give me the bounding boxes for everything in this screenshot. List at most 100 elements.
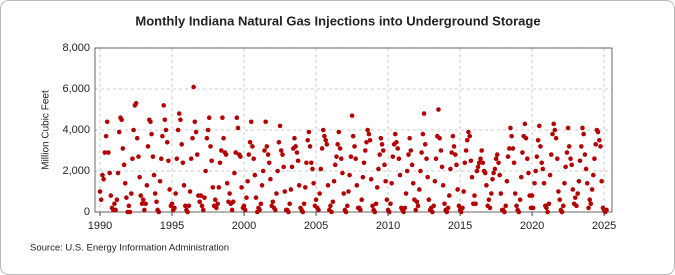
point [133, 101, 139, 106]
point [127, 209, 133, 215]
point [388, 201, 393, 207]
y-tick-label: 6,000 [62, 83, 90, 95]
point [310, 166, 315, 172]
point [493, 156, 499, 161]
point [149, 131, 154, 137]
point [347, 172, 352, 178]
point [259, 183, 265, 188]
point [137, 174, 142, 180]
point [199, 203, 205, 209]
point [475, 164, 481, 170]
point [121, 162, 127, 168]
point [293, 144, 298, 149]
point [353, 156, 358, 161]
point [348, 154, 354, 159]
point [366, 131, 372, 137]
point [286, 209, 291, 215]
point [335, 142, 340, 147]
point [173, 191, 178, 196]
point [130, 156, 135, 161]
point [598, 144, 603, 149]
point [251, 156, 257, 161]
point [287, 201, 293, 207]
point [187, 189, 193, 194]
point [444, 209, 450, 215]
point [202, 195, 207, 200]
point [384, 197, 390, 202]
point [474, 168, 480, 174]
point [541, 181, 547, 186]
point [337, 146, 343, 151]
point [456, 203, 462, 209]
point [296, 183, 302, 188]
point [278, 148, 284, 153]
x-tick-label: 2010 [376, 220, 400, 232]
point [593, 142, 599, 147]
point [554, 156, 560, 161]
point [266, 160, 272, 166]
point [305, 137, 311, 143]
point [378, 135, 384, 141]
point [341, 191, 347, 196]
point [568, 156, 573, 161]
point [424, 156, 429, 161]
point [604, 207, 609, 213]
point [223, 152, 229, 157]
point [257, 207, 262, 213]
point [304, 160, 309, 166]
point [590, 172, 596, 178]
point [546, 201, 552, 207]
point [498, 191, 504, 196]
point [151, 172, 157, 178]
point [238, 154, 243, 159]
x-tick-label: 2020 [520, 220, 544, 232]
point [386, 209, 392, 215]
point [221, 135, 226, 141]
point [363, 148, 368, 153]
point [208, 144, 213, 149]
point [492, 166, 498, 172]
point [410, 181, 416, 186]
point [484, 183, 489, 188]
point [104, 119, 110, 125]
point [230, 199, 236, 205]
point [311, 181, 316, 186]
point [394, 140, 399, 145]
point [143, 201, 148, 207]
point [345, 203, 350, 209]
point [561, 203, 566, 209]
point [530, 205, 536, 211]
point [192, 119, 198, 125]
point [540, 166, 546, 172]
point [166, 158, 171, 164]
point [364, 140, 369, 145]
point [437, 135, 442, 141]
point [448, 166, 453, 172]
point [325, 183, 331, 188]
point [115, 170, 121, 176]
point [373, 201, 379, 207]
point [397, 172, 403, 178]
point [390, 154, 396, 159]
point [440, 183, 446, 188]
point [450, 133, 456, 139]
point [331, 178, 337, 184]
point [417, 187, 422, 192]
point [374, 185, 380, 190]
point [158, 156, 164, 161]
point [402, 205, 408, 211]
point [294, 150, 300, 155]
point [142, 207, 147, 213]
point [343, 209, 349, 215]
point [458, 209, 464, 215]
point [419, 150, 424, 155]
point [544, 205, 549, 211]
point [205, 127, 211, 133]
point [248, 119, 254, 125]
point [220, 115, 225, 120]
point [482, 170, 488, 176]
point [300, 209, 306, 215]
point [241, 203, 247, 209]
point [263, 119, 268, 125]
